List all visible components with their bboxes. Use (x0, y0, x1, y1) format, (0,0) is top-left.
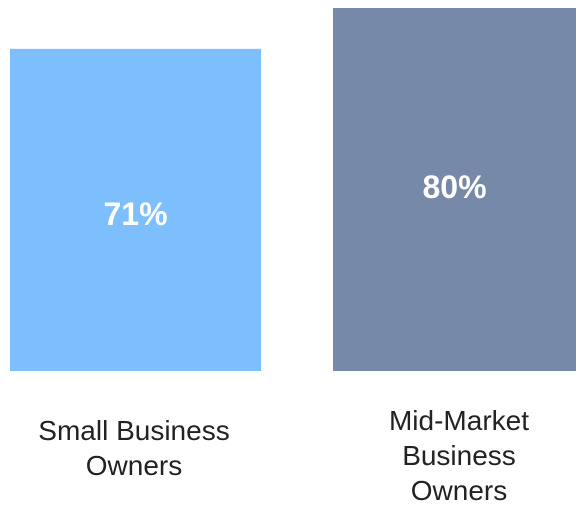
bar-value-label: 71% (103, 196, 167, 232)
category-labels-layer: Small Business Owners Mid-Market Business Ow… (38, 405, 529, 506)
category-label-line: Business (402, 440, 516, 471)
bar-small-business (10, 48, 261, 372)
value-labels-layer: 71% 80% (103, 169, 486, 232)
category-label-line: Mid-Market (389, 405, 529, 436)
bars-layer (10, 8, 576, 372)
category-label: Small Business Owners (38, 415, 229, 481)
bar-mid-market (333, 8, 576, 371)
category-label-line: Owners (86, 450, 182, 481)
category-label: Mid-Market Business Owners (389, 405, 529, 506)
category-label-line: Small Business (38, 415, 229, 446)
category-label-line: Owners (411, 475, 507, 506)
bar-value-label: 80% (422, 169, 486, 205)
